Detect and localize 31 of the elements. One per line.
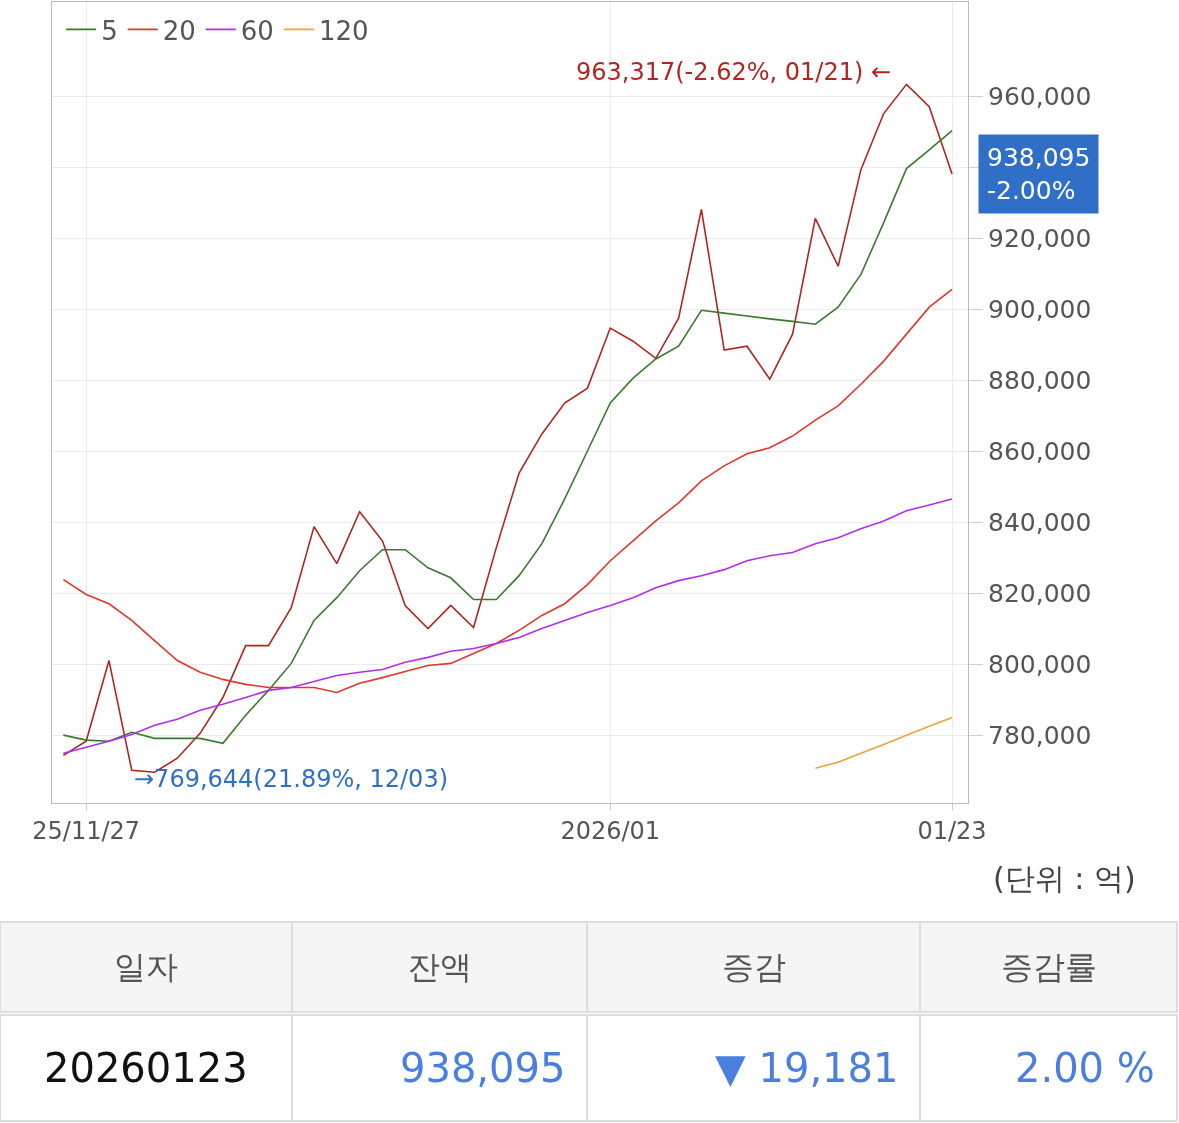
y-tick-label: 860,000	[988, 437, 1092, 467]
text: 938,095 -2.00%	[987, 143, 1091, 205]
y-tick-label: 800,000	[988, 650, 1092, 680]
line-series	[62, 288, 953, 694]
y-tick-label: 960,000	[988, 81, 1092, 111]
y-tick-label: 920,000	[988, 223, 1092, 253]
y-tick-label: 900,000	[988, 295, 1092, 325]
annotation: →769,644(21.89%, 12/03)	[134, 765, 449, 793]
y-tick-label: 840,000	[988, 508, 1092, 538]
y-tick-label: 780,000	[988, 721, 1092, 751]
x-tick-label: 2026/01	[560, 816, 661, 845]
legend-label: 60	[240, 15, 274, 46]
text: 2.00 %	[1015, 1045, 1155, 1091]
text: 증감	[722, 948, 786, 986]
y-tick-label: 820,000	[988, 579, 1092, 609]
line-series	[62, 498, 953, 755]
text: 938,095	[400, 1045, 566, 1091]
legend-label: 5	[101, 15, 118, 46]
text: ▼ 19,181	[715, 1045, 899, 1091]
text: 20260123	[44, 1045, 248, 1091]
legend-label: 120	[318, 15, 369, 46]
y-tick-label: 880,000	[988, 366, 1092, 396]
text: (단위 : 억)	[993, 861, 1136, 896]
x-tick-label: 01/23	[917, 816, 987, 845]
legend-label: 20	[162, 15, 196, 46]
text: 증감률	[1001, 948, 1097, 986]
text: 잔액	[408, 948, 472, 986]
x-tick-label: 25/11/27	[32, 816, 141, 845]
text: 일자	[114, 948, 178, 986]
annotation: 963,317(-2.62%, 01/21) ←	[576, 58, 892, 86]
line-series	[814, 716, 953, 769]
